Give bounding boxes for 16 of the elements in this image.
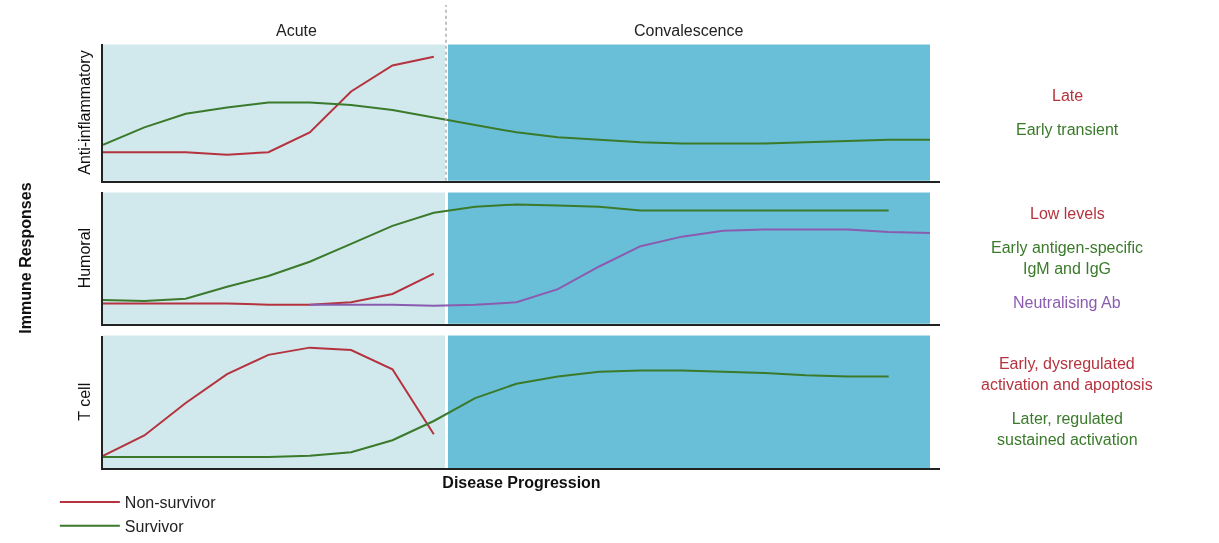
y-axis-title: Anti-inflammatory bbox=[76, 50, 94, 175]
text: Convalescence bbox=[634, 22, 744, 39]
x-axis-title: Disease Progression bbox=[442, 474, 601, 492]
text: Early antigen-specific IgM and IgG bbox=[991, 239, 1144, 277]
legend-label: Non-survivor bbox=[124, 494, 217, 512]
text: Immune Responses bbox=[17, 182, 35, 334]
text: Later, regulated sustained activation bbox=[997, 410, 1138, 448]
y-axis-title: T cell bbox=[76, 382, 94, 421]
text: Early, dysregulated activation and apoptosis bbox=[981, 355, 1153, 393]
text: Early transient bbox=[1016, 121, 1119, 138]
text: Low levels bbox=[1030, 205, 1105, 222]
legend-label: Survivor bbox=[124, 517, 185, 535]
text: Neutralising Ab bbox=[1013, 294, 1121, 311]
text: Acute bbox=[276, 22, 318, 39]
text: Late bbox=[1052, 87, 1084, 104]
y-axis-title: Humoral bbox=[76, 227, 94, 289]
